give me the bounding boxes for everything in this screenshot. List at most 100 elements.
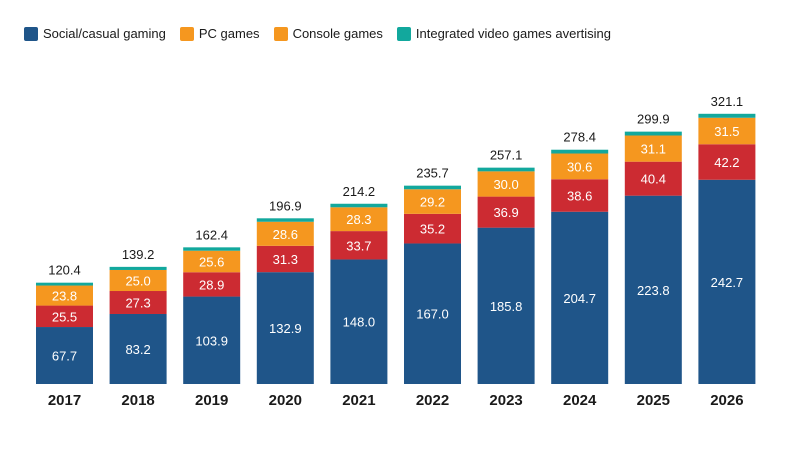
bar-segment-social-casual-gaming-2025 [624, 195, 682, 384]
bar-segment-console-games-2017 [36, 285, 93, 306]
segment-value-label: 36.9 [493, 205, 518, 220]
bar-total-label: 196.9 [269, 198, 302, 213]
legend-label-social-casual: Social/casual gaming [43, 26, 166, 41]
bar-segment-integrated-video-games-avertising-2023 [477, 167, 535, 172]
segment-value-label: 148.0 [343, 315, 376, 330]
bar-segment-pc-games-2022 [404, 213, 461, 244]
bar-segment-pc-games-2020 [256, 245, 314, 273]
segment-value-label: 28.6 [273, 227, 298, 242]
bar-segment-integrated-video-games-avertising-2025 [624, 131, 682, 136]
bar-segment-pc-games-2025 [624, 161, 682, 196]
x-tick-label: 2023 [489, 392, 522, 409]
segment-value-label: 31.3 [273, 252, 298, 267]
segment-value-label: 38.6 [567, 189, 592, 204]
x-tick-label: 2020 [269, 392, 302, 409]
bar-segment-console-games-2024 [551, 153, 609, 180]
bar-segment-pc-games-2018 [109, 291, 167, 314]
segment-value-label: 25.6 [199, 254, 224, 269]
segment-value-label: 28.3 [346, 212, 371, 227]
segment-value-label: 31.5 [714, 124, 739, 139]
bar-segment-console-games-2025 [624, 135, 682, 162]
legend-swatch-console-games [273, 26, 288, 41]
bar-total-label: 321.1 [711, 94, 744, 109]
bar-segment-integrated-video-games-avertising-2024 [551, 149, 609, 154]
bar-segment-pc-games-2017 [36, 305, 93, 328]
segment-value-label: 30.0 [493, 177, 518, 192]
bar-segment-integrated-video-games-avertising-2018 [109, 266, 167, 270]
segment-value-label: 42.2 [714, 155, 739, 170]
legend-swatch-pc-games [179, 26, 194, 41]
segment-value-label: 25.0 [125, 273, 150, 288]
x-tick-label: 2017 [48, 392, 81, 409]
bar-segment-pc-games-2026 [698, 144, 756, 180]
segment-value-label: 103.9 [195, 333, 228, 348]
bar-segment-pc-games-2024 [551, 179, 609, 212]
segment-value-label: 25.5 [52, 309, 77, 324]
segment-value-label: 31.1 [641, 142, 666, 157]
bar-segment-console-games-2022 [404, 189, 461, 214]
bar-segment-integrated-video-games-avertising-2017 [36, 282, 93, 286]
bar-total-label: 257.1 [490, 148, 523, 163]
bar-segment-console-games-2021 [330, 207, 388, 232]
segment-value-label: 167.0 [416, 307, 449, 322]
legend-swatch-video-ads [396, 26, 411, 41]
bar-segment-social-casual-gaming-2023 [477, 227, 535, 384]
legend-item-social-casual: Social/casual gaming [24, 26, 166, 41]
bar-total-label: 299.9 [637, 112, 670, 127]
bar-segment-console-games-2023 [477, 171, 535, 197]
bar-total-label: 278.4 [563, 130, 596, 145]
segment-value-label: 30.6 [567, 159, 592, 174]
x-tick-label: 2024 [563, 392, 597, 409]
segment-value-label: 35.2 [420, 222, 445, 237]
bar-segment-integrated-video-games-avertising-2019 [183, 247, 241, 251]
bar-segment-social-casual-gaming-2021 [330, 259, 388, 384]
bar-segment-pc-games-2019 [183, 272, 241, 297]
bar-segment-integrated-video-games-avertising-2026 [698, 113, 756, 118]
segment-value-label: 28.9 [199, 277, 224, 292]
segment-value-label: 242.7 [711, 275, 744, 290]
legend-item-video-ads: Integrated video games avertising [396, 26, 612, 41]
segment-value-label: 185.8 [490, 299, 523, 314]
bar-segment-social-casual-gaming-2024 [551, 211, 609, 384]
bar-segment-social-casual-gaming-2018 [109, 313, 167, 384]
segment-value-label: 27.3 [125, 296, 150, 311]
bar-total-label: 139.2 [122, 247, 155, 262]
x-tick-label: 2021 [342, 392, 375, 409]
bar-total-label: 235.7 [416, 166, 449, 181]
x-tick-label: 2022 [416, 392, 449, 409]
x-tick-label: 2026 [710, 392, 743, 409]
segment-value-label: 23.8 [52, 289, 77, 304]
bar-total-label: 214.2 [343, 184, 376, 199]
bar-segment-social-casual-gaming-2020 [256, 272, 314, 384]
bar-segment-social-casual-gaming-2019 [183, 296, 241, 384]
legend-swatch-social-casual [24, 26, 38, 41]
legend-label-console-games: Console games [292, 26, 383, 41]
segment-value-label: 132.9 [269, 321, 302, 336]
bar-total-label: 162.4 [195, 227, 228, 242]
bar-segment-social-casual-gaming-2026 [698, 179, 756, 384]
bar-segment-console-games-2018 [109, 269, 167, 292]
bar-segment-console-games-2020 [256, 221, 314, 246]
chart-legend: Social/casual gaming PC games Console ga… [24, 26, 625, 41]
segment-value-label: 223.8 [637, 283, 670, 298]
bar-segment-social-casual-gaming-2017 [36, 327, 93, 384]
bar-segment-pc-games-2023 [477, 196, 535, 228]
bar-segment-console-games-2019 [183, 250, 241, 273]
x-tick-label: 2018 [121, 392, 154, 409]
legend-item-pc-games: PC games [179, 26, 260, 41]
x-tick-label: 2019 [195, 392, 228, 409]
bar-segment-integrated-video-games-avertising-2021 [330, 203, 388, 208]
legend-label-video-ads: Integrated video games avertising [415, 26, 612, 41]
bar-segment-social-casual-gaming-2022 [404, 243, 461, 384]
bar-total-label: 120.4 [48, 263, 81, 278]
bar-segment-console-games-2026 [698, 117, 756, 145]
segment-value-label: 83.2 [125, 342, 150, 357]
bar-segment-integrated-video-games-avertising-2020 [256, 218, 314, 222]
segment-value-label: 204.7 [563, 291, 596, 306]
segment-value-label: 29.2 [420, 195, 445, 210]
segment-value-label: 40.4 [641, 172, 666, 187]
bar-segment-integrated-video-games-avertising-2022 [404, 185, 461, 190]
segment-value-label: 33.7 [346, 238, 371, 253]
